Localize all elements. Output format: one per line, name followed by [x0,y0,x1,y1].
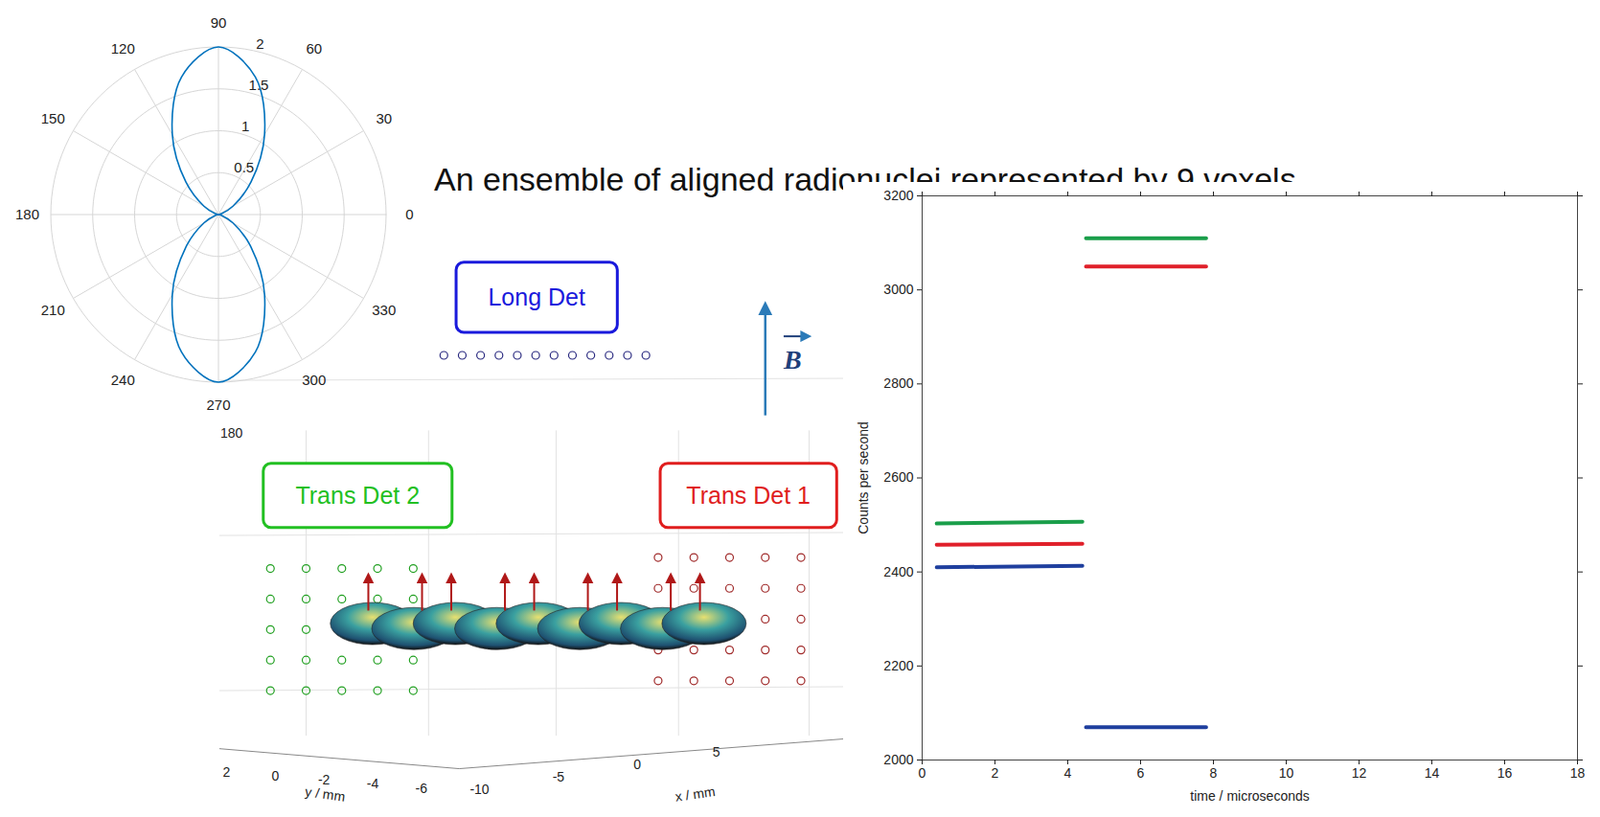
svg-text:Counts per second: Counts per second [855,421,871,535]
svg-text:3200: 3200 [883,187,914,204]
svg-text:0: 0 [633,756,641,773]
svg-text:time / microseconds: time / microseconds [1189,788,1309,804]
svg-text:18: 18 [1570,765,1586,781]
svg-text:-4: -4 [366,776,380,792]
svg-text:270: 270 [205,396,230,413]
svg-text:60: 60 [305,40,322,57]
svg-text:y / mm: y / mm [303,783,346,805]
svg-text:2200: 2200 [883,658,914,674]
svg-text:10: 10 [1279,765,1295,781]
svg-text:240: 240 [111,371,136,389]
svg-text:1: 1 [241,117,250,135]
svg-text:8: 8 [1210,765,1218,781]
svg-text:-10: -10 [469,781,489,798]
svg-text:1.5: 1.5 [249,76,270,93]
svg-text:12: 12 [1351,765,1368,781]
svg-text:x / mm: x / mm [674,783,717,805]
svg-text:180: 180 [220,425,244,441]
svg-text:2600: 2600 [883,469,914,485]
svg-text:2800: 2800 [883,375,914,391]
svg-text:180: 180 [15,205,40,223]
svg-text:16: 16 [1497,765,1513,781]
svg-text:0: 0 [271,768,279,784]
svg-text:B: B [782,344,802,375]
svg-text:30: 30 [375,110,392,127]
svg-text:0: 0 [918,765,927,781]
svg-text:0: 0 [405,205,413,223]
svg-text:120: 120 [111,40,136,57]
svg-text:Trans Det 1: Trans Det 1 [685,481,811,509]
svg-text:3000: 3000 [883,281,914,298]
svg-text:210: 210 [41,301,66,319]
svg-text:-6: -6 [415,780,429,797]
svg-text:2: 2 [991,765,1000,781]
svg-text:0.5: 0.5 [233,159,254,176]
svg-text:90: 90 [210,14,228,31]
svg-text:6: 6 [1137,765,1145,781]
svg-text:150: 150 [41,110,66,127]
svg-text:300: 300 [301,371,326,389]
svg-text:4: 4 [1064,765,1073,781]
svg-text:2400: 2400 [883,564,914,580]
svg-text:330: 330 [371,301,396,319]
svg-text:2: 2 [223,764,231,780]
svg-text:Trans Det 2: Trans Det 2 [295,481,420,509]
svg-text:5: 5 [712,744,721,760]
svg-text:2: 2 [255,35,264,52]
svg-text:2000: 2000 [883,752,914,768]
svg-text:14: 14 [1424,765,1440,781]
svg-text:-5: -5 [552,769,566,785]
svg-text:Long Det: Long Det [487,283,586,311]
